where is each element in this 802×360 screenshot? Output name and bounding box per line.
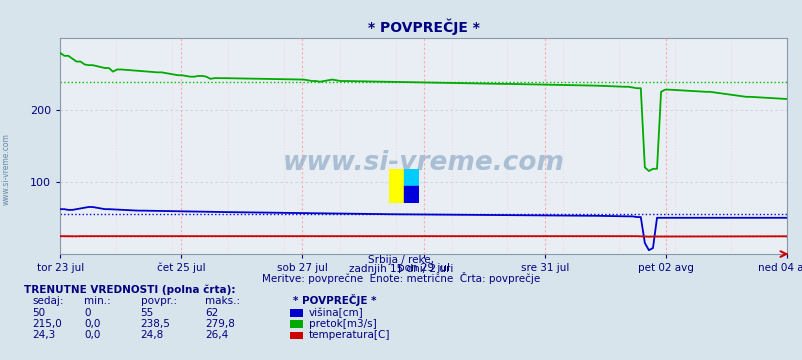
Text: 279,8: 279,8 xyxy=(205,319,234,329)
Text: Meritve: povprečne  Enote: metrične  Črta: povprečje: Meritve: povprečne Enote: metrične Črta:… xyxy=(262,271,540,284)
Polygon shape xyxy=(403,169,419,186)
Text: zadnjih 15 dni/ 2 uri: zadnjih 15 dni/ 2 uri xyxy=(349,264,453,274)
Text: 62: 62 xyxy=(205,308,218,318)
Text: 50: 50 xyxy=(32,308,45,318)
Text: * POVPREČJE *: * POVPREČJE * xyxy=(293,294,376,306)
Text: 24,3: 24,3 xyxy=(32,330,55,341)
Text: www.si-vreme.com: www.si-vreme.com xyxy=(282,150,564,176)
Text: višina[cm]: višina[cm] xyxy=(309,308,363,318)
Text: maks.:: maks.: xyxy=(205,296,240,306)
Text: 26,4: 26,4 xyxy=(205,330,228,341)
Text: 215,0: 215,0 xyxy=(32,319,62,329)
Text: 55: 55 xyxy=(140,308,154,318)
Text: 238,5: 238,5 xyxy=(140,319,170,329)
Text: 24,8: 24,8 xyxy=(140,330,164,341)
Text: 0: 0 xyxy=(84,308,91,318)
Text: 0,0: 0,0 xyxy=(84,319,100,329)
Text: min.:: min.: xyxy=(84,296,111,306)
Text: Srbija / reke,: Srbija / reke, xyxy=(368,255,434,265)
Text: 0,0: 0,0 xyxy=(84,330,100,341)
Text: temperatura[C]: temperatura[C] xyxy=(309,330,390,341)
Polygon shape xyxy=(403,186,419,203)
Text: pretok[m3/s]: pretok[m3/s] xyxy=(309,319,376,329)
Text: TRENUTNE VREDNOSTI (polna črta):: TRENUTNE VREDNOSTI (polna črta): xyxy=(24,285,235,296)
Text: www.si-vreme.com: www.si-vreme.com xyxy=(2,133,11,205)
Text: sedaj:: sedaj: xyxy=(32,296,63,306)
Polygon shape xyxy=(388,169,403,203)
Text: povpr.:: povpr.: xyxy=(140,296,176,306)
Title: * POVPREČJE *: * POVPREČJE * xyxy=(367,19,479,35)
